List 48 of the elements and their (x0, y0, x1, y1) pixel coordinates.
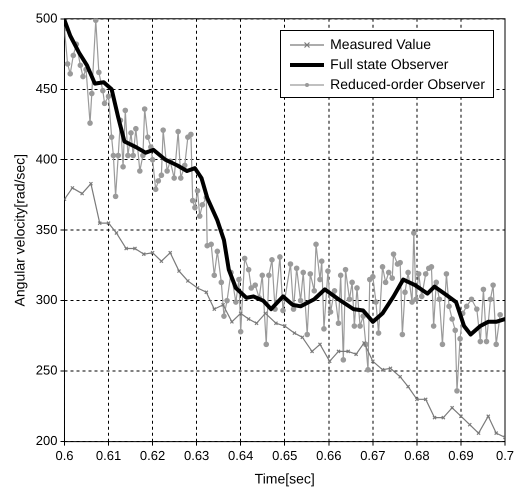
y-tick-label: 300 (36, 292, 58, 308)
point (310, 349, 314, 354)
point (230, 320, 234, 324)
legend-label: Full state Observer (330, 56, 448, 72)
x-tick-label: 0.68 (404, 448, 430, 463)
point (300, 335, 305, 340)
y-tick-label: 350 (36, 222, 58, 237)
x-tick-label: 0.62 (140, 448, 166, 463)
point (186, 278, 190, 284)
point (282, 324, 287, 328)
point (106, 221, 111, 226)
x-tick-label: 0.67 (360, 448, 386, 463)
x-tick-label: 0.64 (228, 448, 254, 463)
legend-label: Measured Value (330, 36, 432, 52)
point (70, 186, 75, 190)
point (346, 349, 350, 354)
point (80, 191, 84, 196)
point (354, 352, 358, 356)
point (220, 302, 226, 308)
point (150, 250, 155, 255)
point (159, 259, 164, 264)
x-tick-label: 0.63 (184, 448, 210, 463)
x-axis-title: Time[sec] (254, 470, 315, 486)
y-tick-label: 400 (36, 151, 58, 166)
point (414, 397, 420, 402)
x-tick-label: 0.6 (55, 448, 74, 463)
point (238, 311, 243, 316)
x-tick-label: 0.69 (448, 448, 474, 463)
point (254, 321, 259, 326)
point (380, 368, 385, 372)
y-tick-label: 500 (36, 10, 58, 26)
point (476, 430, 481, 436)
x-tick-label: 0.7 (496, 448, 514, 463)
point (441, 415, 446, 420)
y-tick-label: 250 (36, 362, 58, 378)
x-tick-label: 0.61 (96, 448, 122, 463)
y-tick-label: 450 (36, 80, 58, 96)
point (406, 384, 410, 389)
point (458, 414, 464, 418)
point (263, 311, 268, 316)
y-tick-label: 200 (36, 433, 58, 448)
x-tick-label: 0.66 (316, 448, 342, 463)
point (388, 366, 393, 370)
point (494, 430, 498, 436)
y-axis-title: Angular velocity[rad/sec] (11, 154, 28, 306)
x-tick-label: 0.65 (272, 448, 298, 463)
legend-label: Reduced-order Observer (330, 76, 485, 92)
point (88, 182, 94, 186)
